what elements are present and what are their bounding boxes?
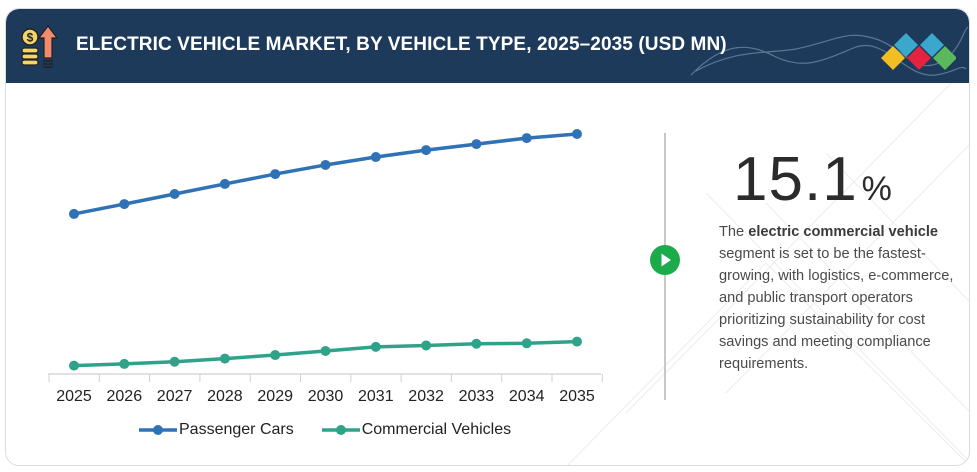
x-tick-label: 2031 (358, 388, 394, 405)
x-tick-label: 2033 (459, 388, 495, 405)
logo-diamond (907, 46, 931, 70)
line-chart: 2025 2026 2027 2028 2029 2030 2031 2032 2033 2034… (48, 129, 603, 405)
data-point-commercial-vehicles-2029[interactable] (270, 350, 281, 361)
description-prefix: The (719, 224, 749, 240)
data-point-commercial-vehicles-2035[interactable] (572, 336, 582, 347)
x-tick-label: 2035 (559, 388, 595, 405)
data-point-passenger-cars-2028[interactable] (219, 178, 230, 189)
data-point-passenger-cars-2027[interactable] (169, 189, 180, 199)
data-point-passenger-cars-2025[interactable] (69, 208, 79, 219)
data-point-passenger-cars-2035[interactable] (572, 129, 582, 139)
header-bar: $ ELECTRIC VEHICLE MARKET, BY VEHICLE TY… (6, 9, 969, 83)
data-point-passenger-cars-2034[interactable] (521, 133, 532, 144)
logo-diamond (894, 33, 918, 57)
data-point-commercial-vehicles-2025[interactable] (69, 360, 79, 371)
x-tick-label: 2030 (308, 388, 344, 405)
highlight-description: The electric commercial vehicle segment … (719, 221, 954, 375)
data-point-passenger-cars-2029[interactable] (270, 169, 281, 180)
brand-logo (881, 33, 956, 70)
play-icon (661, 253, 671, 267)
data-point-passenger-cars-2031[interactable] (370, 152, 381, 163)
data-point-commercial-vehicles-2030[interactable] (320, 345, 331, 356)
legend-item-passenger-cars[interactable]: Passenger Cars (139, 421, 294, 439)
legend-item-commercial-vehicles[interactable]: Commercial Vehicles (321, 421, 512, 439)
data-point-commercial-vehicles-2027[interactable] (169, 356, 180, 367)
data-point-passenger-cars-2030[interactable] (320, 159, 331, 170)
x-tick-label: 2028 (207, 388, 243, 405)
infographic-card: $ ELECTRIC VEHICLE MARKET, BY VEHICLE TY… (5, 8, 970, 466)
legend-label: Passenger Cars (179, 421, 294, 438)
data-point-commercial-vehicles-2032[interactable] (421, 340, 432, 351)
series-line-passenger-cars (73, 132, 578, 216)
logo-diamond (933, 46, 956, 70)
cagr-value: 15.1 (733, 145, 858, 214)
x-tick-label: 2027 (157, 388, 193, 405)
background-pattern (567, 83, 969, 465)
logo-diamond (920, 33, 944, 57)
data-point-commercial-vehicles-2033[interactable] (471, 338, 482, 349)
chart-legend: Passenger Cars Commercial Vehicles (139, 419, 539, 441)
x-tick-label: 2025 (56, 388, 92, 405)
data-point-commercial-vehicles-2034[interactable] (521, 338, 532, 349)
legend-label: Commercial Vehicles (361, 421, 512, 438)
logo-diamond (881, 46, 905, 70)
description-suffix: segment is set to be the fastest-growing… (719, 246, 954, 372)
data-point-commercial-vehicles-2028[interactable] (219, 353, 230, 364)
cagr-unit: % (861, 170, 892, 208)
data-point-passenger-cars-2033[interactable] (471, 139, 482, 150)
legend-marker-passenger-cars (139, 425, 177, 435)
legend-marker-commercial-vehicles (321, 425, 360, 435)
x-tick-label: 2032 (408, 388, 444, 405)
svg-text:$: $ (27, 31, 34, 45)
coins-growth-arrow-icon: $ (21, 25, 59, 68)
growth-stat: 15.1% (733, 144, 892, 215)
data-point-commercial-vehicles-2026[interactable] (119, 358, 130, 369)
x-tick-label: 2034 (509, 388, 545, 405)
data-point-passenger-cars-2032[interactable] (421, 145, 432, 156)
data-point-passenger-cars-2026[interactable] (119, 199, 130, 210)
x-tick-label: 2026 (107, 388, 143, 405)
chart-title: ELECTRIC VEHICLE MARKET, BY VEHICLE TYPE… (76, 34, 727, 55)
description-highlight: electric commercial vehicle (748, 224, 939, 240)
x-tick-label: 2029 (257, 388, 293, 405)
data-point-commercial-vehicles-2031[interactable] (370, 341, 381, 352)
play-button[interactable] (650, 245, 680, 275)
